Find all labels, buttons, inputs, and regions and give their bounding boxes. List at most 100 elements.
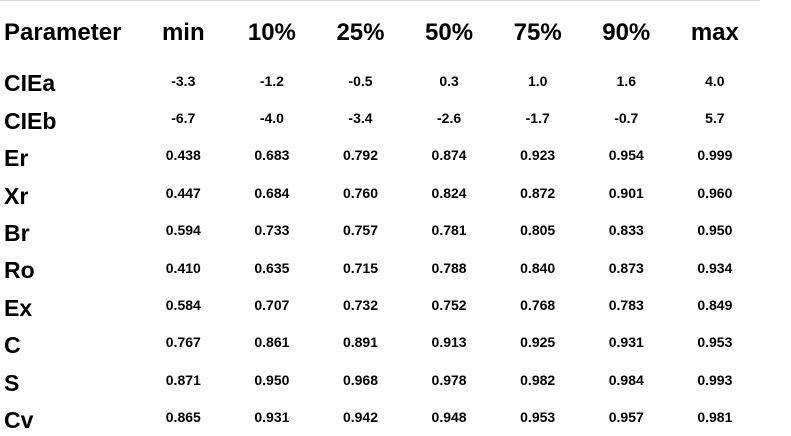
value-cell-p90: 1.6 [616,72,636,89]
value-cell-p75: 0.805 [520,222,556,239]
value-cell-p50: 0.752 [431,297,467,314]
value-cell-min: 0.584 [165,297,201,314]
value-cell-min: 0.447 [165,184,201,201]
value-cell-min: 0.410 [165,259,201,276]
value-cell-p90: 0.783 [608,297,644,314]
value-cell-p75: 1.0 [527,72,548,89]
value-cell-max: 0.999 [697,147,733,164]
parameter-name-cell: S [4,369,20,396]
parameter-name-cell: CIEa [4,70,56,97]
parameter-statistics-table: Parameter min 10% 25% 50% 75% 90% max CI… [4,14,759,436]
parameter-name-cell: Cv [4,406,34,433]
value-cell-min: -6.7 [171,110,196,127]
table-row: Ro 0.410 0.635 0.715 0.788 0.840 0.873 0.934 [4,249,759,286]
table-row: C 0.767 0.861 0.891 0.913 0.925 0.931 0.953 [4,324,759,361]
value-cell-p50: 0.948 [431,409,467,426]
value-cell-p10: 0.683 [254,147,290,164]
value-cell-p50: 0.3 [439,72,459,89]
value-cell-p25: 0.891 [342,334,378,351]
parameter-name-cell: C [4,332,21,359]
value-cell-p90: 0.873 [608,259,644,276]
value-cell-p10: 0.733 [254,222,290,239]
table-row: S 0.871 0.950 0.968 0.978 0.982 0.984 0.993 [4,361,759,398]
value-cell-p50: 0.781 [431,222,467,239]
parameter-name-cell: Xr [4,182,29,209]
value-cell-p75: 0.872 [520,184,556,201]
value-cell-p25: -0.5 [348,72,373,89]
value-cell-max: 0.953 [697,334,733,351]
header-p10: 10% [247,19,296,46]
value-cell-p90: 0.901 [608,184,644,201]
value-cell-max: 4.0 [705,72,725,89]
value-cell-p25: 0.968 [342,371,378,388]
table-row: Er 0.438 0.683 0.792 0.874 0.923 0.954 0.999 [4,137,759,174]
value-cell-p10: 0.861 [254,334,290,351]
header-row: Parameter min 10% 25% 50% 75% 90% max [4,14,759,52]
header-p25: 25% [336,19,385,46]
value-cell-min: -3.3 [171,72,196,89]
value-cell-p90: 0.931 [608,334,644,351]
value-cell-p25: 0.732 [342,297,378,314]
table-body: CIEa -3.3 -1.2 -0.5 0.3 1.0 1.6 4.0 CIEb -6.7 -4.0… [4,52,759,436]
value-cell-p25: 0.792 [342,147,378,164]
value-cell-min: 0.865 [165,409,201,426]
value-cell-p90: 0.984 [608,371,644,388]
value-cell-p75: 0.768 [520,297,556,314]
value-cell-p10: 0.684 [254,184,290,201]
value-cell-min: 0.767 [165,334,201,351]
header-min: min [161,19,205,46]
header-p50: 50% [425,19,474,46]
table-row: Xr 0.447 0.684 0.760 0.824 0.872 0.901 0.960 [4,174,759,211]
value-cell-max: 0.849 [697,297,733,314]
value-cell-p25: -3.4 [348,110,373,127]
value-cell-p75: 0.953 [520,409,556,426]
value-cell-max: 0.960 [697,184,733,201]
value-cell-p10: -4.0 [259,110,284,127]
parameter-name-cell: Er [4,145,29,172]
table-header: Parameter min 10% 25% 50% 75% 90% max [4,14,759,52]
value-cell-p90: 0.833 [608,222,644,239]
table-row: Br 0.594 0.733 0.757 0.781 0.805 0.833 0.950 [4,212,759,249]
value-cell-p25: 0.942 [342,409,378,426]
value-cell-p90: -0.7 [614,110,639,127]
value-cell-max: 0.950 [697,222,733,239]
value-cell-p50: 0.913 [431,334,467,351]
value-cell-p10: 0.635 [254,259,290,276]
value-cell-p50: 0.788 [431,259,467,276]
value-cell-p90: 0.954 [608,147,644,164]
value-cell-p90: 0.957 [608,409,644,426]
table-row: CIEb -6.7 -4.0 -3.4 -2.6 -1.7 -0.7 5.7 [4,99,759,136]
header-max: max [690,19,739,46]
value-cell-p10: 0.707 [254,297,290,314]
value-cell-max: 0.981 [697,409,733,426]
value-cell-max: 5.7 [705,110,725,127]
value-cell-p25: 0.715 [342,259,378,276]
value-cell-p75: -1.7 [525,110,550,127]
value-cell-max: 0.993 [697,371,733,388]
header-parameter: Parameter [4,19,122,46]
value-cell-p75: 0.840 [520,259,556,276]
value-cell-min: 0.594 [165,222,201,239]
value-cell-max: 0.934 [697,259,733,276]
value-cell-p75: 0.982 [520,371,556,388]
value-cell-p10: -1.2 [259,72,284,89]
parameter-name-cell: CIEb [4,107,57,134]
value-cell-p50: 0.874 [431,147,467,164]
parameter-name-cell: Ex [4,294,33,321]
value-cell-min: 0.438 [165,147,201,164]
header-p75: 75% [513,19,562,46]
value-cell-p50: -2.6 [437,110,462,127]
value-cell-p50: 0.824 [431,184,467,201]
value-cell-p25: 0.760 [342,184,378,201]
parameter-name-cell: Br [4,219,30,246]
value-cell-p10: 0.950 [254,371,290,388]
parameter-name-cell: Ro [4,257,35,284]
value-cell-p10: 0.931 [254,409,290,426]
table-row: Cv 0.865 0.931 0.942 0.948 0.953 0.957 0.981 [4,399,759,436]
top-divider [0,0,760,1]
table-row: CIEa -3.3 -1.2 -0.5 0.3 1.0 1.6 4.0 [4,52,759,99]
value-cell-min: 0.871 [165,371,201,388]
value-cell-p75: 0.923 [520,147,556,164]
table-row: Ex 0.584 0.707 0.732 0.752 0.768 0.783 0.849 [4,286,759,323]
header-p90: 90% [602,19,651,46]
